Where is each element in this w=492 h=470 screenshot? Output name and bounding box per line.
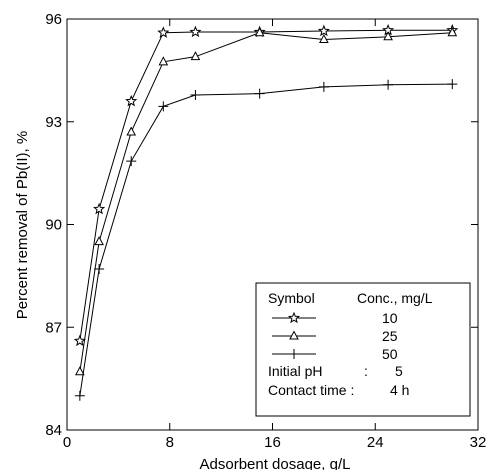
data-point-25 <box>126 126 137 136</box>
data-point-10 <box>157 26 170 38</box>
legend-entries: 10 25 50 <box>272 310 398 362</box>
data-point-25 <box>75 366 85 376</box>
x-tick-label: 8 <box>166 434 174 451</box>
legend-label-10: 10 <box>382 310 398 326</box>
y-tick-label: 84 <box>45 422 62 439</box>
legend-time-value: 4 h <box>390 382 409 398</box>
x-tick-label: 24 <box>367 434 384 451</box>
y-tick-label: 87 <box>45 319 62 336</box>
data-point-50 <box>190 90 201 101</box>
data-point-25 <box>319 33 329 44</box>
x-tick-label: 0 <box>63 434 71 451</box>
data-point-25 <box>383 31 393 41</box>
legend-conc-header: Conc., mg/L <box>357 290 433 306</box>
y-axis-title: Percent removal of Pb(II), % <box>14 131 31 319</box>
data-point-10 <box>93 202 106 215</box>
y-tick-label: 90 <box>45 217 62 234</box>
legend-ph-label: Initial pH <box>268 363 322 379</box>
data-point-50 <box>158 101 169 112</box>
data-point-50 <box>94 264 105 275</box>
legend-symbol-header: Symbol <box>268 290 315 306</box>
legend: Symbol Conc., mg/L 10 25 50 Initial pH : 5… <box>255 282 471 417</box>
data-point-50 <box>254 88 265 99</box>
data-point-50 <box>318 81 329 92</box>
x-axis-title: Adsorbent dosage, g/L <box>200 456 351 470</box>
data-point-25 <box>254 27 265 37</box>
series-50 <box>74 79 458 401</box>
legend-label-50: 50 <box>382 346 398 362</box>
data-point-10 <box>125 94 138 107</box>
data-point-50 <box>126 156 137 167</box>
series-25 <box>75 27 458 376</box>
data-point-25 <box>94 236 104 246</box>
x-tick-label: 16 <box>264 434 281 451</box>
legend-marker-25 <box>289 330 299 340</box>
data-point-25 <box>158 56 169 66</box>
legend-ph-value: 5 <box>395 363 403 379</box>
data-point-10 <box>189 25 202 38</box>
legend-box <box>255 282 471 417</box>
series-marks <box>73 23 459 401</box>
legend-marker-10 <box>287 311 301 324</box>
legend-marker-50 <box>289 349 299 359</box>
data-point-25 <box>447 27 458 37</box>
y-tick-label: 96 <box>45 11 62 28</box>
data-point-50 <box>383 79 394 90</box>
data-point-10 <box>317 24 330 37</box>
legend-time-label: Contact time : <box>268 382 354 398</box>
legend-label-25: 25 <box>382 328 398 344</box>
data-point-25 <box>190 51 201 61</box>
y-tick-label: 93 <box>45 114 62 131</box>
axes: 0 8 16 24 32 84 87 90 93 96 <box>45 11 486 451</box>
legend-ph-separator: : <box>364 363 368 379</box>
data-point-50 <box>447 79 458 90</box>
x-tick-label: 32 <box>470 434 487 451</box>
data-point-50 <box>74 390 85 401</box>
data-point-10 <box>73 334 86 347</box>
